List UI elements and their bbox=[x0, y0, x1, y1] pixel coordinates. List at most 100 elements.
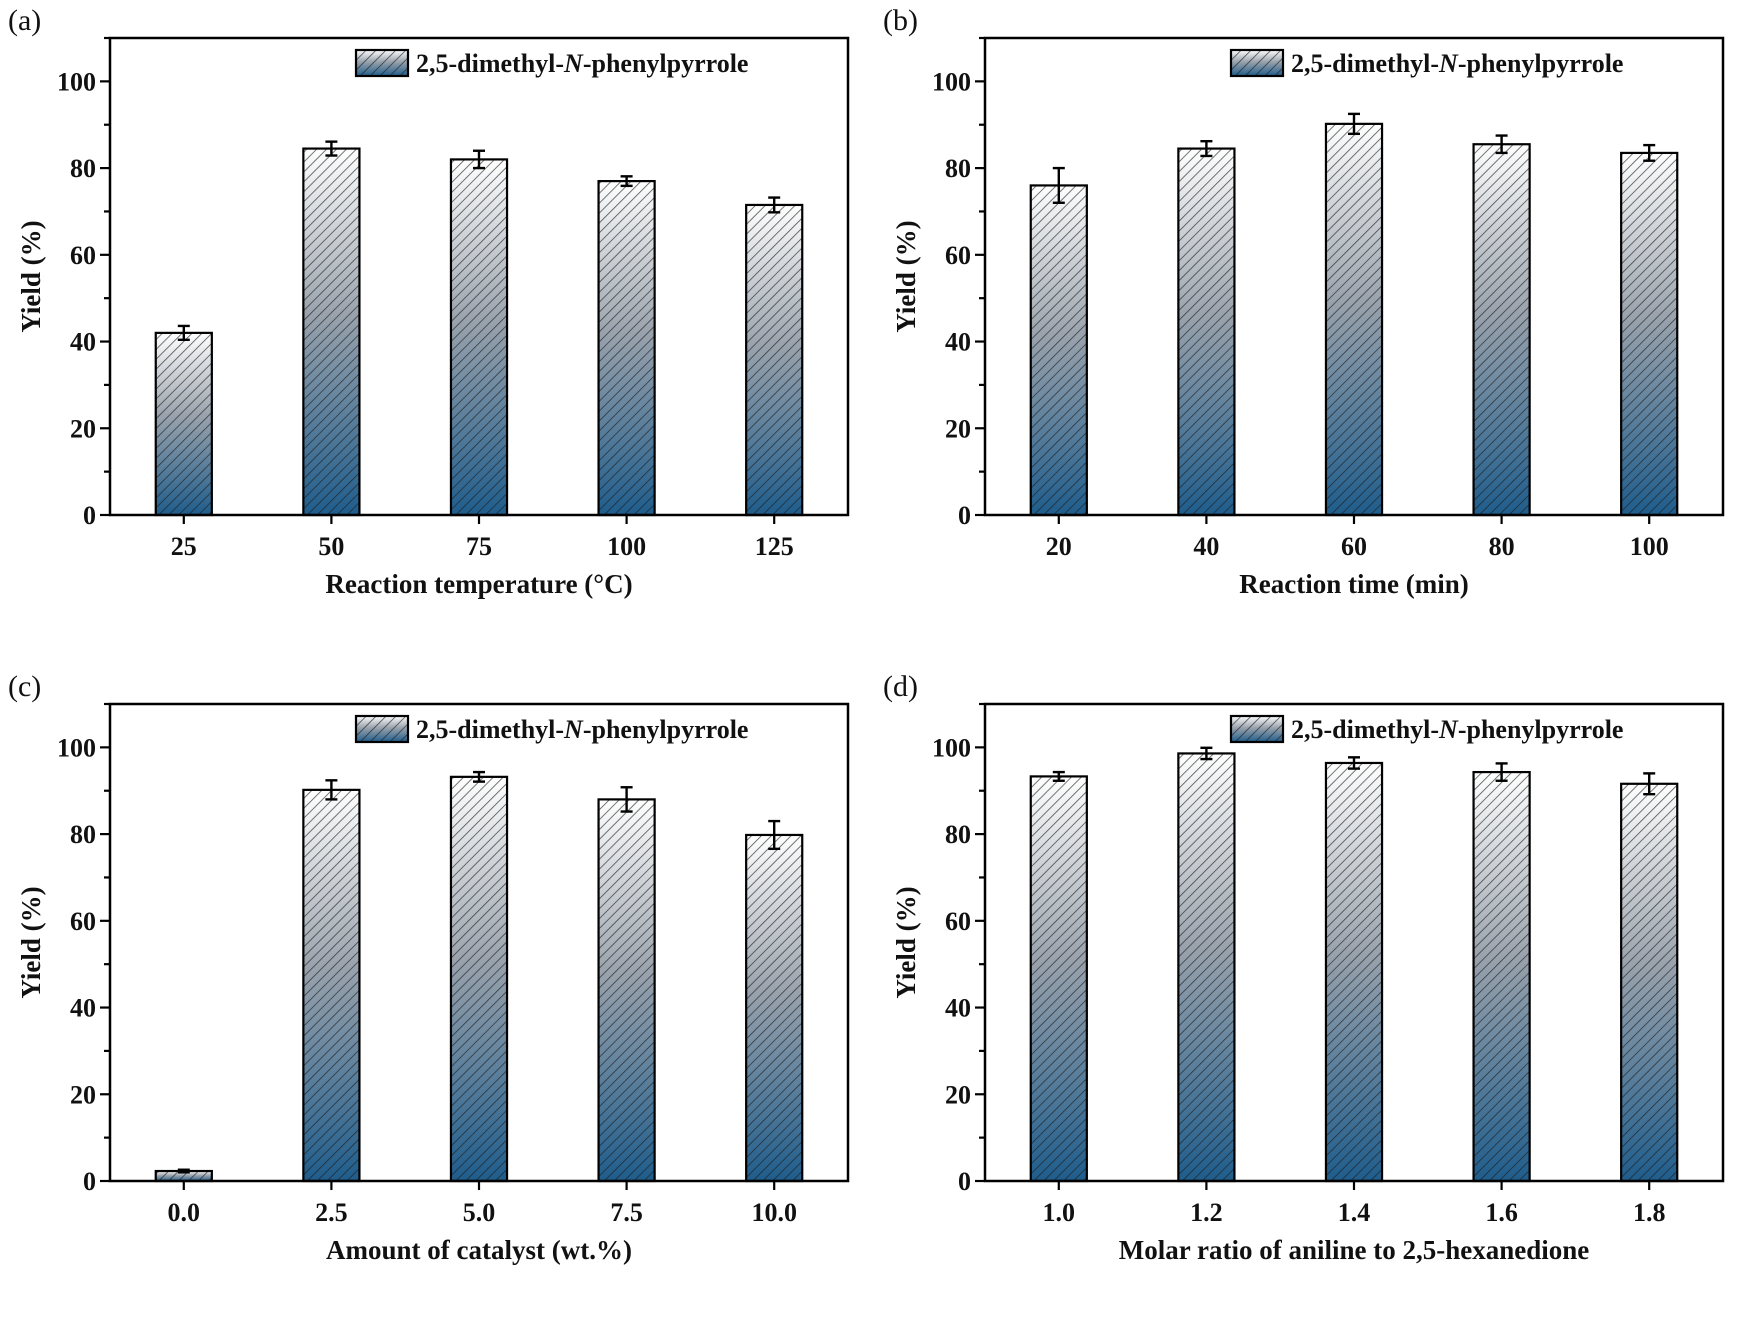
legend-label-italic: N bbox=[1438, 49, 1459, 78]
legend-swatch-hatch bbox=[1231, 50, 1283, 76]
legend-swatch-hatch bbox=[356, 50, 408, 76]
legend-label-prefix: 2,5-dimethyl- bbox=[1291, 715, 1439, 744]
y-tick-label: 60 bbox=[70, 907, 96, 936]
bar-hatch bbox=[598, 181, 655, 515]
y-axis-title: Yield (%) bbox=[891, 220, 921, 332]
y-tick-label: 100 bbox=[57, 67, 96, 96]
error-bar bbox=[1052, 770, 1065, 782]
error-bar bbox=[620, 175, 633, 188]
y-tick-label: 40 bbox=[945, 328, 971, 357]
legend: 2,5-dimethyl-N-phenylpyrrole bbox=[354, 48, 748, 78]
error-bar bbox=[1200, 140, 1213, 158]
x-tick-label: 25 bbox=[171, 532, 197, 561]
panel-label: (d) bbox=[883, 670, 918, 703]
chart-panel-b: (b) 0 20 40 60 80 100 20 40 60 80 100 Reaction time … bbox=[875, 0, 1750, 666]
legend-label-suffix: -phenylpyrrole bbox=[583, 49, 749, 78]
bar-hatch bbox=[746, 834, 803, 1181]
x-axis-title: Amount of catalyst (wt.%) bbox=[326, 1235, 632, 1265]
legend-label-italic: N bbox=[563, 49, 584, 78]
bar-hatch bbox=[1325, 123, 1383, 516]
error-bar bbox=[1052, 166, 1065, 204]
x-tick-label: 1.2 bbox=[1190, 1198, 1223, 1227]
legend-label-prefix: 2,5-dimethyl- bbox=[416, 49, 564, 78]
bar-hatch bbox=[303, 789, 360, 1181]
legend-swatch-hatch bbox=[1231, 716, 1283, 742]
legend-swatch bbox=[1229, 48, 1285, 78]
x-tick-label: 100 bbox=[607, 532, 646, 561]
panel-label: (b) bbox=[883, 4, 918, 37]
x-axis-title: Molar ratio of aniline to 2,5-hexanedion… bbox=[1119, 1235, 1589, 1265]
bar-hatch bbox=[155, 1171, 212, 1181]
legend-label: 2,5-dimethyl-N-phenylpyrrole bbox=[1291, 715, 1623, 744]
error-bar bbox=[1495, 762, 1508, 782]
error-bar bbox=[1643, 143, 1656, 162]
y-tick-label: 40 bbox=[70, 994, 96, 1023]
legend-label-suffix: -phenylpyrrole bbox=[1458, 49, 1624, 78]
x-tick-label: 5.0 bbox=[463, 1198, 496, 1227]
error-bar bbox=[177, 1168, 190, 1174]
x-tick-label: 40 bbox=[1193, 532, 1219, 561]
legend-swatch bbox=[354, 48, 410, 78]
legend-label-prefix: 2,5-dimethyl- bbox=[416, 715, 564, 744]
bar-hatch bbox=[1325, 762, 1383, 1181]
error-bar bbox=[1495, 134, 1508, 155]
x-axis-title: Reaction temperature (°C) bbox=[325, 569, 632, 599]
y-tick-label: 80 bbox=[70, 154, 96, 183]
x-tick-label: 50 bbox=[318, 532, 344, 561]
legend-label-italic: N bbox=[1438, 715, 1459, 744]
legend-label: 2,5-dimethyl-N-phenylpyrrole bbox=[1291, 49, 1623, 78]
error-bar bbox=[620, 786, 633, 813]
bar-hatch bbox=[1178, 148, 1235, 515]
error-bar bbox=[1200, 746, 1213, 761]
y-tick-label: 60 bbox=[945, 241, 971, 270]
y-tick-label: 100 bbox=[932, 67, 971, 96]
error-bar bbox=[325, 779, 338, 801]
error-bar bbox=[1643, 772, 1656, 796]
y-tick-label: 80 bbox=[945, 820, 971, 849]
chart-d: (d) 0 20 40 60 80 100 1.0 1.2 1.4 1.6 1.8 Molar rati… bbox=[883, 670, 1725, 1265]
x-tick-label: 1.0 bbox=[1043, 1198, 1076, 1227]
legend-label-prefix: 2,5-dimethyl- bbox=[1291, 49, 1439, 78]
legend-label-italic: N bbox=[563, 715, 584, 744]
legend-swatch-hatch bbox=[356, 716, 408, 742]
x-tick-label: 60 bbox=[1341, 532, 1367, 561]
bar-hatch bbox=[1030, 776, 1087, 1181]
panel-label: (a) bbox=[8, 4, 41, 37]
bar-hatch bbox=[450, 776, 508, 1181]
error-bar bbox=[1348, 112, 1360, 136]
x-tick-label: 80 bbox=[1489, 532, 1515, 561]
x-axis-title: Reaction time (min) bbox=[1239, 569, 1468, 599]
legend: 2,5-dimethyl-N-phenylpyrrole bbox=[354, 714, 748, 744]
bar-hatch bbox=[1178, 753, 1235, 1181]
x-tick-label: 75 bbox=[466, 532, 492, 561]
x-tick-label: 100 bbox=[1630, 532, 1669, 561]
y-tick-label: 20 bbox=[945, 1080, 971, 1109]
chart-b: (b) 0 20 40 60 80 100 20 40 60 80 100 Reaction time … bbox=[883, 4, 1725, 599]
y-axis-title: Yield (%) bbox=[16, 220, 46, 332]
y-tick-label: 60 bbox=[945, 907, 971, 936]
y-tick-label: 100 bbox=[57, 733, 96, 762]
chart-panel-c: (c) 0 20 40 60 80 100 0.0 2.5 5.0 7.5 10.0 Amount of… bbox=[0, 666, 875, 1332]
legend: 2,5-dimethyl-N-phenylpyrrole bbox=[1229, 714, 1623, 744]
y-tick-label: 80 bbox=[70, 820, 96, 849]
legend-label: 2,5-dimethyl-N-phenylpyrrole bbox=[416, 49, 748, 78]
error-bar bbox=[768, 196, 781, 214]
error-bar bbox=[473, 770, 485, 783]
y-tick-label: 20 bbox=[70, 1080, 96, 1109]
x-tick-label: 20 bbox=[1046, 532, 1072, 561]
bar-hatch bbox=[303, 148, 360, 515]
x-tick-label: 10.0 bbox=[751, 1198, 797, 1227]
x-tick-label: 2.5 bbox=[315, 1198, 348, 1227]
y-tick-label: 100 bbox=[932, 733, 971, 762]
legend-label: 2,5-dimethyl-N-phenylpyrrole bbox=[416, 715, 748, 744]
legend-label-suffix: -phenylpyrrole bbox=[583, 715, 749, 744]
chart-panel-a: (a) 0 20 40 60 80 100 25 50 75 100 125 Reaction temp… bbox=[0, 0, 875, 666]
bar-hatch bbox=[746, 204, 803, 515]
legend: 2,5-dimethyl-N-phenylpyrrole bbox=[1229, 48, 1623, 78]
bar-hatch bbox=[450, 159, 508, 515]
y-axis-title: Yield (%) bbox=[891, 886, 921, 998]
y-tick-label: 80 bbox=[945, 154, 971, 183]
bar-hatch bbox=[155, 332, 212, 515]
y-tick-label: 0 bbox=[83, 1167, 96, 1196]
bar-hatch bbox=[1473, 144, 1530, 515]
